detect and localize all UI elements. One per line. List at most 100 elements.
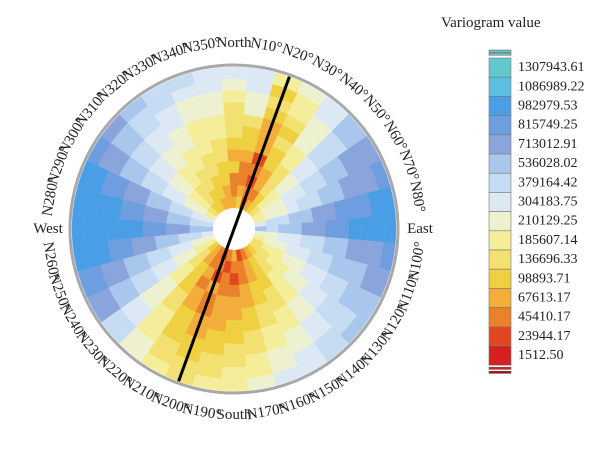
variogram-cell: [191, 67, 222, 85]
variogram-cell: [371, 215, 385, 243]
legend-swatch: [488, 115, 512, 136]
variogram-cell: [142, 220, 155, 238]
variogram-cell: [336, 218, 350, 240]
variogram-cell: [107, 217, 120, 241]
legend-cap: [488, 49, 512, 53]
legend-swatch: [488, 326, 512, 347]
variogram-cell: [219, 66, 249, 80]
legend-value: 713012.91: [518, 137, 578, 152]
legend-cap: [488, 366, 512, 370]
variogram-cell: [223, 331, 245, 345]
direction-label: N20°: [280, 41, 315, 67]
legend-swatch: [488, 288, 512, 308]
variogram-cell: [360, 216, 373, 242]
variogram-cell: [301, 221, 314, 237]
direction-label: N350°: [181, 35, 223, 58]
variogram-cell: [154, 221, 167, 237]
variogram-cell: [71, 214, 85, 244]
variogram-cell: [229, 184, 239, 197]
legend-value: 982979.53: [518, 99, 578, 114]
legend-cap: [488, 52, 512, 56]
legend-value: 98893.71: [518, 271, 571, 286]
variogram-cell: [118, 218, 132, 240]
legend-value: 304183.75: [518, 195, 578, 210]
legend-swatch: [488, 307, 512, 328]
legend-swatch: [488, 192, 512, 212]
variogram-cells: [71, 66, 397, 392]
variogram-cell: [383, 214, 397, 244]
direction-label: North: [217, 35, 252, 51]
legend: 1307943.61 1086989.22 982979.53 815749.25 71…: [488, 49, 585, 374]
legend-value: 1086989.22: [518, 79, 585, 94]
variogram-cell: [226, 149, 242, 162]
legend-value: 67613.17: [518, 291, 571, 306]
legend-value: 379164.42: [518, 175, 578, 190]
variogram-cell: [313, 220, 326, 238]
variogram-cell: [95, 216, 108, 242]
variogram-cell: [221, 90, 247, 103]
legend-swatch: [488, 230, 512, 251]
legend-value: 1512.50: [518, 348, 564, 363]
direction-label: N100°: [406, 241, 429, 283]
legend-swatch: [488, 134, 512, 155]
legend-title: Variogram value: [441, 15, 541, 31]
variogram-cell: [225, 137, 243, 150]
variogram-cell: [227, 160, 241, 174]
variogram-cell: [224, 319, 244, 333]
legend-value: 45410.17: [518, 310, 571, 325]
legend-value: 815749.25: [518, 118, 578, 133]
direction-label: N190°: [181, 401, 223, 424]
variogram-cell: [220, 78, 248, 92]
variogram-cell: [348, 217, 361, 241]
direction-label: South: [216, 407, 252, 423]
variogram-cell: [219, 378, 249, 392]
variogram-cell: [226, 296, 242, 309]
variogram-cell: [289, 222, 303, 236]
variogram-cell: [222, 343, 246, 356]
direction-label: East: [407, 221, 434, 237]
direction-label: N10°: [249, 35, 283, 56]
legend-value: 1307943.61: [518, 60, 585, 75]
variogram-cell: [266, 224, 279, 234]
legend-swatch: [488, 76, 512, 97]
legend-swatch: [488, 57, 512, 78]
variogram-cell: [165, 222, 179, 236]
legend-swatch: [488, 153, 512, 174]
legend-cap: [488, 370, 512, 374]
direction-label: N70°: [396, 148, 422, 183]
direction-label: N170°: [246, 401, 288, 424]
variogram-cell: [324, 219, 338, 239]
legend-value: 136696.33: [518, 252, 578, 267]
outer-rim: [68, 63, 400, 395]
variogram-cell: [228, 172, 240, 185]
variogram-cell: [227, 284, 241, 298]
major-direction-axis-line: [177, 76, 291, 382]
variogram-cell: [225, 308, 243, 321]
legend-swatch: [488, 172, 512, 193]
direction-label: N80°: [407, 180, 428, 214]
direction-label: West: [33, 221, 63, 237]
variogram-cell: [220, 366, 248, 380]
variogram-cell: [130, 219, 144, 239]
direction-label: N260°: [40, 241, 63, 283]
legend-swatch: [488, 268, 512, 289]
variogram-cell: [83, 215, 97, 243]
legend-swatch: [488, 96, 512, 116]
legend-value: 210129.25: [518, 214, 578, 229]
direction-label: N280°: [40, 176, 63, 218]
variogram-cell: [228, 273, 240, 286]
variogram-cell: [222, 102, 246, 115]
variogram-cell: [177, 223, 190, 235]
legend-swatch: [488, 249, 512, 270]
legend-swatch: [488, 345, 512, 366]
legend-swatch: [488, 211, 512, 232]
variogram-cell: [221, 355, 247, 368]
legend-value: 185607.14: [518, 233, 578, 248]
variogram-cell: [189, 224, 202, 234]
variogram-cell: [224, 125, 244, 139]
legend-value: 536028.02: [518, 156, 578, 171]
variogram-cell: [278, 223, 291, 235]
variogram-cell: [223, 113, 245, 127]
legend-value: 23944.17: [518, 329, 571, 344]
